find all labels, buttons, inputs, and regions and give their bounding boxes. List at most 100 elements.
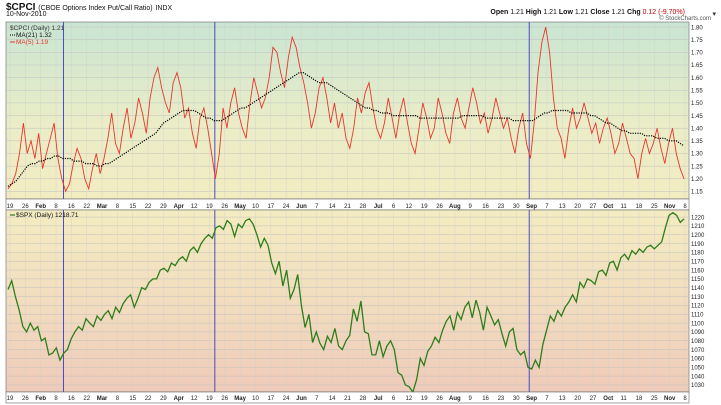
y-tick-label: 1.50 <box>691 101 703 107</box>
y-tick-label: 1.75 <box>691 38 703 44</box>
x-tick-label: 26 <box>436 204 443 210</box>
x-tick-label: Sep <box>526 204 537 210</box>
x-tick-label: 22 <box>145 204 152 210</box>
y-tick-label: 1.65 <box>691 63 703 69</box>
x-tick-label: 15 <box>129 396 136 402</box>
legend-spx: $SPX (Daily) 1218.71 <box>16 212 79 219</box>
y-tick-label: 1.25 <box>691 164 703 170</box>
y-tick-label: 1.60 <box>691 76 703 82</box>
y-tick-label: 1210 <box>691 224 705 230</box>
chevron-down-icon[interactable]: ▾ <box>712 11 716 18</box>
x-tick-label: Jul <box>374 204 383 210</box>
x-tick-label: 9 <box>469 204 473 210</box>
x-tick-label: 8 <box>54 204 58 210</box>
x-tick-label: 21 <box>344 396 351 402</box>
x-tick-label: May <box>234 396 246 402</box>
chart-header: $CPCI (CBOE Options Index Put/Call Ratio… <box>0 0 721 22</box>
x-tick-label: 19 <box>7 396 14 402</box>
y-tick-label: 1.35 <box>691 139 703 145</box>
y-tick-label: 1180 <box>691 251 705 257</box>
x-tick-label: May <box>234 204 246 210</box>
symbol-title: $CPCI (CBOE Options Index Put/Call Ratio… <box>6 2 172 13</box>
y-tick-label: 1200 <box>691 233 705 239</box>
x-tick-label: 11 <box>621 396 628 402</box>
legend-cpci: $CPCI (Daily) 1.21 <box>10 25 65 32</box>
x-tick-label: 27 <box>590 396 597 402</box>
x-tick-label: 22 <box>83 204 90 210</box>
x-tick-label: 20 <box>574 396 581 402</box>
quote-summary: Open 1.21 High 1.21 Low 1.21 Close 1.21 … <box>490 9 685 16</box>
x-tick-label: 10 <box>252 396 259 402</box>
x-tick-label: 9 <box>469 396 473 402</box>
y-tick-label: 1220 <box>691 215 705 221</box>
x-tick-label: 14 <box>329 204 336 210</box>
x-tick-label: Jun <box>296 204 307 210</box>
x-tick-label: 19 <box>421 204 428 210</box>
open-value: 1.21 <box>510 9 524 16</box>
x-tick-label: 24 <box>283 204 290 210</box>
x-tick-label: 11 <box>621 204 628 210</box>
x-tick-label: Aug <box>449 204 461 210</box>
x-tick-label: 16 <box>68 204 75 210</box>
x-tick-label: 17 <box>267 204 274 210</box>
x-tick-label: 8 <box>683 204 687 210</box>
x-tick-label: 26 <box>221 204 228 210</box>
spx-gridlines <box>6 210 689 392</box>
x-tick-label: 19 <box>206 396 213 402</box>
x-tick-label: Jul <box>374 396 383 402</box>
x-tick-label: 8 <box>116 396 120 402</box>
x-tick-label: 22 <box>83 396 90 402</box>
chg-value: 0.12 (-9.70%) <box>642 9 685 16</box>
spx-series-spx <box>7 211 685 394</box>
watermark: © StockCharts.com <box>659 16 711 22</box>
x-tick-label: 22 <box>145 396 152 402</box>
x-tick-label: Sep <box>526 396 537 402</box>
y-tick-label: 1.45 <box>691 114 703 120</box>
open-label: Open <box>490 9 509 16</box>
x-tick-label: 19 <box>421 396 428 402</box>
y-tick-label: 1150 <box>691 277 705 283</box>
x-tick-label: 6 <box>392 396 396 402</box>
x-tick-label: 8 <box>116 204 120 210</box>
x-tick-label: Oct <box>603 396 613 402</box>
y-tick-label: 1140 <box>691 286 705 292</box>
y-tick-label: 1.80 <box>691 25 703 31</box>
symbol: $CPCI <box>6 2 36 13</box>
y-tick-label: 1050 <box>691 365 705 371</box>
x-tick-label: Apr <box>174 204 185 210</box>
x-tick-label: Jun <box>296 396 307 402</box>
x-tick-label: 26 <box>22 396 29 402</box>
chg-label: Chg <box>627 9 641 16</box>
x-tick-label: 26 <box>436 396 443 402</box>
x-tick-label: 21 <box>344 204 351 210</box>
y-tick-label: 1060 <box>691 357 705 363</box>
x-tick-label: 26 <box>22 204 29 210</box>
x-tick-label: 12 <box>191 204 198 210</box>
x-tick-label: 23 <box>498 396 505 402</box>
spx-legend: $SPX (Daily) 1218.71 <box>10 212 79 219</box>
x-tick-label: 18 <box>636 204 643 210</box>
x-tick-label: 7 <box>545 204 549 210</box>
x-tick-label: 23 <box>498 204 505 210</box>
x-tick-label: 24 <box>283 396 290 402</box>
y-tick-label: 1130 <box>691 295 705 301</box>
y-tick-label: 1.15 <box>691 190 703 196</box>
spx-event-lines <box>62 210 530 392</box>
x-tick-label: 6 <box>392 204 396 210</box>
legend-ma5: MA(5) 1.19 <box>16 39 49 46</box>
x-tick-label: 26 <box>221 396 228 402</box>
x-tick-label: Feb <box>35 396 46 402</box>
cpci-series-ma21 <box>7 71 685 187</box>
low-label: Low <box>558 9 573 16</box>
cpci-legend: $CPCI (Daily) 1.21 MA(21) 1.32 MA(5) 1.1… <box>10 25 65 46</box>
y-tick-label: 1.70 <box>691 51 703 57</box>
y-tick-label: 1190 <box>691 242 705 248</box>
x-tick-label: 12 <box>406 396 413 402</box>
x-tick-label: 28 <box>359 396 366 402</box>
x-tick-label: 7 <box>545 396 549 402</box>
cpci-x-axis: 19 26 Feb 8 16 22 Mar 8 15 22 29 Apr 12 19 26 May 10 17 24… <box>7 204 688 210</box>
x-tick-label: 15 <box>129 204 136 210</box>
x-tick-label: 8 <box>54 396 58 402</box>
x-tick-label: 18 <box>636 396 643 402</box>
